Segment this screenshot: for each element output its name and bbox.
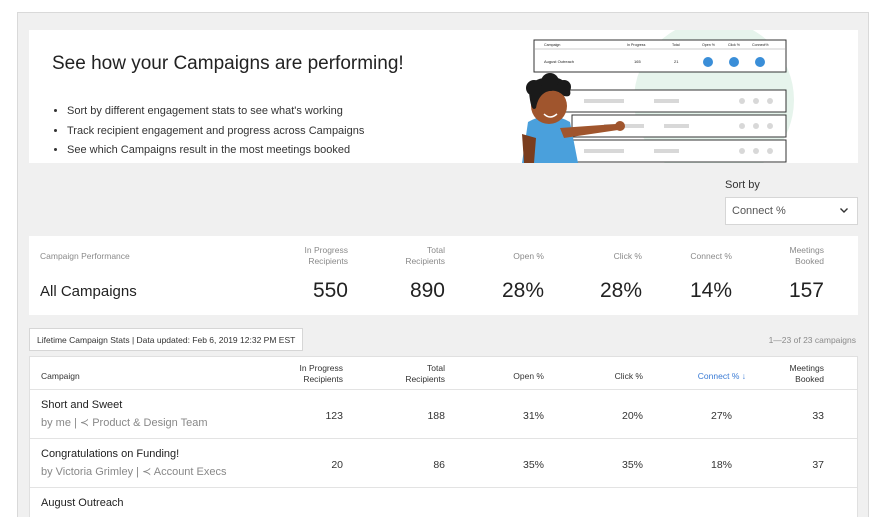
column-header-connect[interactable]: Connect % ↓ xyxy=(697,371,746,381)
column-header-in-progress[interactable]: In Progress Recipients xyxy=(300,363,343,385)
table-header: Campaign In Progress Recipients Total Re… xyxy=(30,357,857,390)
summary-header-in-progress: In Progress Recipients xyxy=(305,245,348,267)
illus-row-inprogress: 165 xyxy=(634,59,641,64)
column-header-line: Recipients xyxy=(405,374,445,384)
banner-bullet: Sort by different engagement stats to se… xyxy=(67,102,364,122)
summary-header-meetings: Meetings Booked xyxy=(790,245,825,267)
illus-header: In Progress xyxy=(627,43,646,47)
column-header-line: In Progress xyxy=(299,363,343,373)
summary-header-performance: Campaign Performance xyxy=(40,251,130,261)
illus-header: Campaign xyxy=(544,43,560,47)
summary-header-total: Total Recipients xyxy=(405,245,445,267)
cell-connect: 27% xyxy=(710,410,732,422)
column-header-line: Recipients xyxy=(303,374,343,384)
column-header-click[interactable]: Click % xyxy=(614,371,643,381)
summary-open-value: 28% xyxy=(501,279,544,302)
campaign-owner: by Victoria Grimley | ≺ Account Execs xyxy=(41,466,227,478)
cell-total: 188 xyxy=(427,410,445,422)
campaign-performance-modal: × See how your Campaigns are performing!… xyxy=(17,12,869,517)
summary-in-progress-value: 550 xyxy=(312,279,348,302)
table-row[interactable]: August Outreach xyxy=(30,488,857,517)
cell-open: 35% xyxy=(522,459,544,471)
summary-header-connect: Connect % xyxy=(690,251,732,261)
cell-click: 20% xyxy=(621,410,643,422)
summary-header-line: Meetings xyxy=(789,245,825,255)
column-header-meetings[interactable]: Meetings Booked xyxy=(790,363,825,385)
banner-bullet: Track recipient engagement and progress … xyxy=(67,122,364,142)
column-header-total[interactable]: Total Recipients xyxy=(405,363,445,385)
summary-click-value: 28% xyxy=(599,279,642,302)
illus-row-campaign: August Outreach xyxy=(544,59,574,64)
summary-total-value: 890 xyxy=(409,279,445,302)
campaign-name[interactable]: Congratulations on Funding! xyxy=(41,448,180,460)
summary-header-click: Click % xyxy=(613,251,642,261)
summary-all-campaigns: All Campaigns xyxy=(40,283,137,300)
illus-header: Open % xyxy=(702,43,716,47)
campaign-table: Campaign In Progress Recipients Total Re… xyxy=(29,356,858,517)
cell-meetings: 37 xyxy=(812,459,824,471)
campaign-name[interactable]: August Outreach xyxy=(41,497,124,509)
summary-header-line: Booked xyxy=(795,256,824,266)
sort-by-dropdown[interactable]: Connect % xyxy=(725,197,858,225)
campaign-name[interactable]: Short and Sweet xyxy=(41,399,123,411)
campaign-owner: by me | ≺ Product & Design Team xyxy=(41,417,208,429)
banner-bullet: See which Campaigns result in the most m… xyxy=(67,141,364,161)
banner-bullets: Sort by different engagement stats to se… xyxy=(67,102,364,161)
column-header-campaign[interactable]: Campaign xyxy=(41,371,80,381)
cell-click: 35% xyxy=(621,459,643,471)
sort-by-value: Connect % xyxy=(732,205,786,217)
illus-header: Click % xyxy=(728,43,741,47)
cell-in-progress: 123 xyxy=(325,410,343,422)
sort-by-label: Sort by xyxy=(725,179,760,191)
column-header-line: Booked xyxy=(795,374,824,384)
cell-total: 86 xyxy=(433,459,445,471)
campaign-count: 1—23 of 23 campaigns xyxy=(768,335,856,345)
campaign-performance-summary: Campaign Performance In Progress Recipie… xyxy=(29,236,858,315)
illus-header: Connect% xyxy=(752,43,769,47)
summary-header-line: In Progress xyxy=(304,245,348,255)
banner-title: See how your Campaigns are performing! xyxy=(52,53,404,74)
illus-header: Total xyxy=(672,43,680,47)
column-header-line: Total xyxy=(427,363,445,373)
summary-header-open: Open % xyxy=(513,251,544,261)
lifetime-stats-label: Lifetime Campaign Stats | Data updated: … xyxy=(29,328,304,351)
summary-connect-value: 14% xyxy=(689,279,732,302)
cell-open: 31% xyxy=(522,410,544,422)
table-row[interactable]: Short and Sweet by me | ≺ Product & Desi… xyxy=(30,390,857,439)
column-header-line: Meetings xyxy=(789,363,825,373)
summary-meetings-value: 157 xyxy=(788,279,824,302)
chevron-down-icon xyxy=(839,205,849,218)
banner-illustration: Campaign In Progress Total Open % Click … xyxy=(522,30,794,163)
cell-meetings: 33 xyxy=(812,410,824,422)
table-row[interactable]: Congratulations on Funding! by Victoria … xyxy=(30,439,857,488)
intro-banner: See how your Campaigns are performing! S… xyxy=(29,30,858,163)
summary-header-line: Total xyxy=(427,245,445,255)
illus-row-total: 21 xyxy=(674,59,679,64)
cell-in-progress: 20 xyxy=(331,459,343,471)
cell-connect: 18% xyxy=(710,459,732,471)
summary-header-line: Recipients xyxy=(405,256,445,266)
summary-header-line: Recipients xyxy=(308,256,348,266)
column-header-open[interactable]: Open % xyxy=(513,371,544,381)
